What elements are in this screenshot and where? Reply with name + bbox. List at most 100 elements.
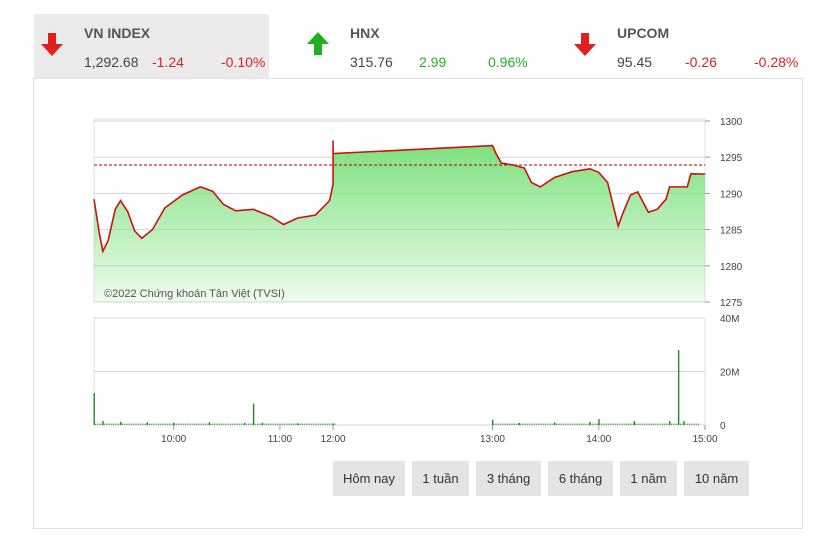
volume-bar xyxy=(678,423,680,425)
volume-bar xyxy=(230,423,231,425)
volume-bar xyxy=(145,423,147,425)
time-axis: 10:00 11:00 12:00 13:00 14:00 15:00 xyxy=(161,425,718,445)
volume-bar xyxy=(192,423,194,425)
volume-bar xyxy=(294,423,296,425)
range-button[interactable]: 10 năm xyxy=(684,461,749,496)
volume-bar xyxy=(235,423,237,425)
volume-bar xyxy=(258,423,260,425)
volume-bar xyxy=(285,423,287,425)
volume-bar xyxy=(518,422,520,425)
volume-bar xyxy=(491,419,494,425)
volume-bar xyxy=(653,423,654,425)
volume-bar xyxy=(228,423,230,425)
volume-bar xyxy=(332,423,334,425)
volume-bar xyxy=(503,423,505,425)
volume-bars xyxy=(93,350,699,425)
volume-bar xyxy=(118,423,120,425)
volume-bar xyxy=(300,423,302,425)
volume-bar xyxy=(523,423,525,425)
index-change-pct: 0.96% xyxy=(488,54,528,70)
volume-bar xyxy=(631,423,633,425)
volume-bar xyxy=(287,423,289,425)
volume-bar xyxy=(167,423,168,425)
volume-bar xyxy=(120,421,122,425)
volume-bar xyxy=(647,423,649,425)
volume-bar xyxy=(548,423,550,425)
volume-bar xyxy=(492,423,494,425)
volume-bar xyxy=(519,423,521,425)
volume-bar xyxy=(141,423,143,425)
index-value: 315.76 xyxy=(350,54,393,70)
index-name: HNX xyxy=(350,25,380,41)
volume-bar xyxy=(543,423,545,425)
volume-bar xyxy=(161,423,163,425)
price-tick-label: 1285 xyxy=(720,226,743,237)
volume-bar xyxy=(633,423,635,425)
volume-bar xyxy=(316,423,318,425)
volume-bar xyxy=(181,423,183,425)
range-button[interactable]: Hôm nay xyxy=(333,461,405,496)
volume-bar xyxy=(165,423,167,425)
volume-bar xyxy=(170,423,172,425)
volume-bar xyxy=(536,423,537,425)
tab-hnx[interactable]: HNX 315.76 2.99 0.96% xyxy=(300,14,535,78)
volume-bar xyxy=(570,423,572,425)
volume-bar xyxy=(577,423,579,425)
volume-bar xyxy=(640,423,642,425)
volume-bar xyxy=(215,423,217,425)
volume-bar xyxy=(629,423,631,425)
volume-bar xyxy=(329,423,330,425)
volume-bar xyxy=(173,422,175,425)
volume-bar xyxy=(203,423,204,425)
tab-upcom[interactable]: UPCOM 95.45 -0.26 -0.28% xyxy=(567,14,804,78)
volume-bar xyxy=(671,423,672,425)
range-button[interactable]: 1 năm xyxy=(620,461,677,496)
time-tick-label: 11:00 xyxy=(268,434,293,445)
volume-bar xyxy=(98,423,100,425)
volume-bar xyxy=(158,423,159,425)
volume-bar xyxy=(554,423,555,425)
volume-bar xyxy=(303,423,305,425)
volume-bar xyxy=(305,423,307,425)
volume-bar xyxy=(233,423,235,425)
volume-bar xyxy=(206,423,208,425)
volume-bar xyxy=(689,423,690,425)
volume-bar xyxy=(681,423,683,425)
volume-bar xyxy=(575,423,577,425)
volume-bar xyxy=(696,423,698,425)
volume-bar xyxy=(563,423,564,425)
volume-bar xyxy=(644,423,645,425)
volume-bar xyxy=(150,423,152,425)
volume-bar xyxy=(179,423,181,425)
index-name: VN INDEX xyxy=(84,25,151,41)
volume-bar xyxy=(683,423,685,425)
volume-bar xyxy=(273,423,275,425)
volume-bar xyxy=(255,423,257,425)
volume-tick-label: 40M xyxy=(720,314,739,325)
volume-bar xyxy=(649,423,651,425)
index-change: -0.26 xyxy=(685,54,717,70)
range-button[interactable]: 6 tháng xyxy=(548,461,613,496)
volume-bar xyxy=(136,423,138,425)
volume-bar xyxy=(100,423,102,425)
volume-bar xyxy=(188,423,190,425)
volume-bar xyxy=(651,423,653,425)
chart-panel xyxy=(33,78,803,529)
range-button[interactable]: 3 tháng xyxy=(476,461,541,496)
volume-bar xyxy=(496,423,498,425)
tab-vn-index[interactable]: VN INDEX 1,292.68 -1.24 -0.10% xyxy=(34,14,269,78)
volume-bar xyxy=(309,423,311,425)
volume-bar xyxy=(325,423,327,425)
index-change: -1.24 xyxy=(152,54,184,70)
volume-bar xyxy=(246,423,248,425)
volume-bar xyxy=(557,423,559,425)
volume-bar xyxy=(172,423,174,425)
volume-bar xyxy=(597,423,599,425)
arrow-down-icon xyxy=(41,33,63,56)
volume-bar xyxy=(672,423,674,425)
volume-bar xyxy=(598,419,600,425)
range-button[interactable]: 1 tuần xyxy=(412,461,469,496)
volume-bar xyxy=(566,423,568,425)
time-tick-label: 13:00 xyxy=(480,434,505,445)
price-tick-label: 1300 xyxy=(720,117,743,128)
